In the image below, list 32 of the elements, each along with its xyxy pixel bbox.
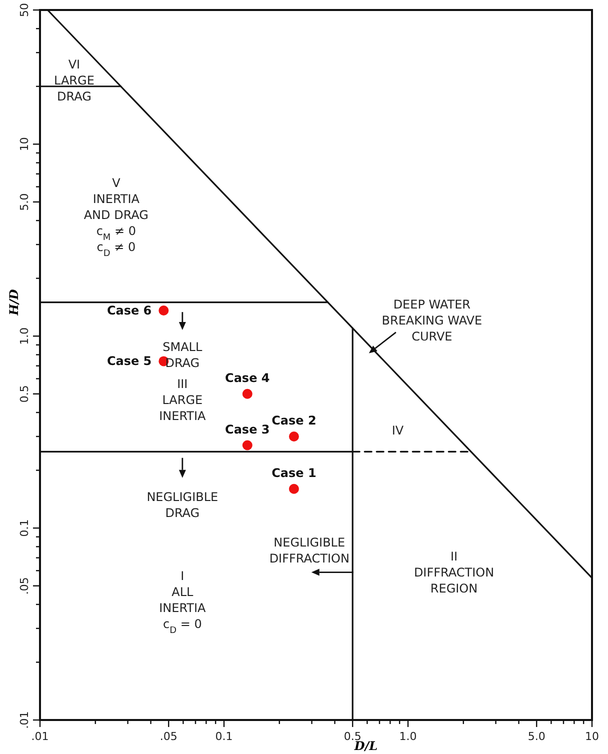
series-label: Case 3 <box>225 422 270 436</box>
annotation: NEGLIGIBLE DRAG <box>146 490 218 520</box>
y-axis-title: H/D <box>7 288 21 316</box>
text: V INERTIA AND DRAG c$_{M}$ ≠ 0 c$_{D}$ ≠ 0 <box>84 176 148 260</box>
annotation: III LARGE INERTIA <box>159 376 207 423</box>
series-label: Case 1 <box>272 466 316 480</box>
annotation: II DIFFRACTION REGION <box>414 549 494 596</box>
annotation: SMALL DRAG <box>162 340 202 370</box>
x-tick-label: .01 <box>31 730 49 743</box>
x-axis-title: D/L <box>353 739 378 753</box>
annotation: IV <box>392 423 404 438</box>
y-tick-label: .01 <box>18 711 31 729</box>
x-tick-label: 1.0 <box>399 730 417 743</box>
series-label: Case 4 <box>225 370 270 385</box>
annotation: VI LARGE DRAG <box>54 57 94 104</box>
y-tick-label: .05 <box>18 577 31 595</box>
y-tick-label: 0.1 <box>18 519 31 537</box>
y-tick-label: 5.0 <box>18 193 31 211</box>
series-label: Case 6 <box>106 303 152 318</box>
y-tick-label: 0.5 <box>18 385 31 403</box>
annotation: NEGLIGIBLE DIFFRACTION <box>269 535 350 566</box>
series-label: Case 2 <box>272 413 316 428</box>
x-tick-label: 10 <box>585 730 599 743</box>
y-tick-label: 10 <box>18 137 31 152</box>
x-tick-label: .05 <box>160 730 178 743</box>
x-tick-label: 5.0 <box>528 730 546 743</box>
y-tick-label: 1.0 <box>18 327 31 345</box>
series-label: Case 5 <box>106 354 152 368</box>
annotation: DEEP WATER BREAKING WAVE CURVE <box>382 297 482 344</box>
y-tick-label: 50 <box>18 3 31 17</box>
annotation: I ALL INERTIA c$_{D}$ = 0 <box>159 569 207 636</box>
x-tick-label: 0.1 <box>215 730 233 743</box>
